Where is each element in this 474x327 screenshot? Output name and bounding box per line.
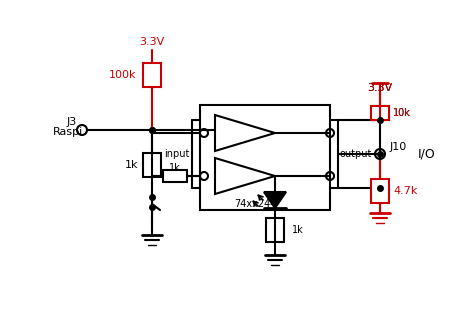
Bar — [371, 179, 389, 203]
Text: 1k: 1k — [125, 160, 138, 170]
Text: input: input — [164, 149, 190, 159]
Text: J3: J3 — [67, 117, 77, 127]
Polygon shape — [215, 115, 275, 151]
Bar — [371, 106, 389, 120]
Bar — [266, 218, 284, 242]
Polygon shape — [215, 158, 275, 194]
Text: 10k: 10k — [393, 108, 411, 118]
Bar — [371, 106, 389, 120]
Bar — [163, 170, 187, 182]
Text: 3.3V: 3.3V — [139, 37, 164, 47]
Text: output: output — [340, 149, 373, 159]
Bar — [200, 105, 330, 210]
Text: Raspi: Raspi — [53, 127, 83, 137]
Text: 1k: 1k — [169, 163, 181, 173]
Text: I/O: I/O — [418, 147, 436, 161]
Text: 100k: 100k — [109, 70, 136, 80]
Text: J10: J10 — [390, 142, 407, 152]
Polygon shape — [264, 192, 286, 208]
Text: 3.3V: 3.3V — [367, 83, 392, 93]
Text: 10k: 10k — [393, 108, 411, 118]
Text: 1k: 1k — [292, 225, 304, 235]
Text: 74xx244: 74xx244 — [234, 199, 276, 209]
Bar — [143, 63, 161, 87]
Text: 4.7k: 4.7k — [393, 186, 418, 196]
Text: 3.3V: 3.3V — [367, 83, 392, 93]
Bar — [143, 153, 161, 177]
